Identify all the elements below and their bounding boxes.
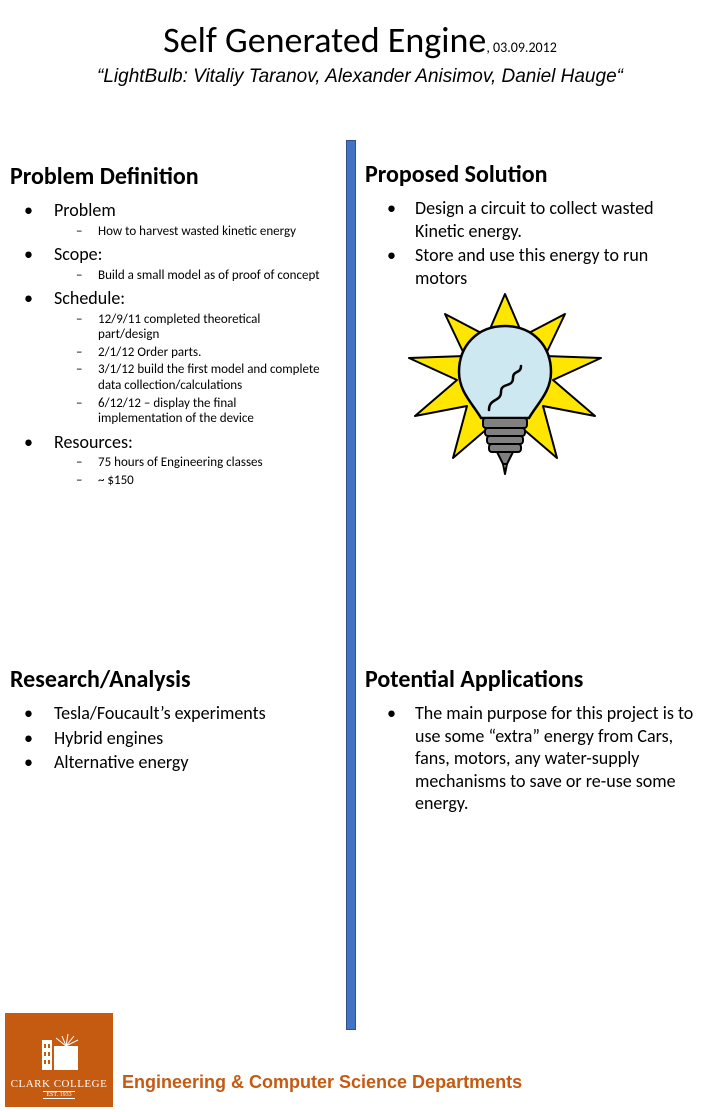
solution-item: Design a circuit to collect wasted Kinet… [365,197,695,242]
research-item: Alternative energy [10,751,320,774]
solution-list: Design a circuit to collect wasted Kinet… [365,197,695,289]
problem-item-label: Problem [54,199,116,221]
section-research-analysis: Research/Analysis Tesla/Foucault’s exper… [10,665,320,776]
problem-sub-item: Build a small model as of proof of conce… [54,268,320,284]
problem-sub-item: 6/12/12 – display the final implementati… [54,396,320,427]
college-logo: CLARK COLLEGE EST. 1933 [5,1013,113,1107]
vertical-divider [346,140,356,1030]
header: Self Generated Engine, 03.09.2012 “Light… [0,0,720,88]
problem-sub-item: 2/1/12 Order parts. [54,345,320,361]
section-potential-applications: Potential Applications The main purpose … [365,665,695,817]
problem-list: Problem How to harvest wasted kinetic en… [10,199,320,489]
section-title-research: Research/Analysis [10,665,320,694]
section-problem-definition: Problem Definition Problem How to harves… [10,162,320,493]
problem-item: Schedule: 12/9/11 completed theoretical … [10,287,320,427]
section-title-problem: Problem Definition [10,162,320,191]
section-proposed-solution: Proposed Solution Design a circuit to co… [365,160,695,291]
section-title-applications: Potential Applications [365,665,695,694]
problem-sub-item: How to harvest wasted kinetic energy [54,224,320,240]
building-icon [36,1030,82,1074]
lightbulb-graphic [395,286,615,496]
research-list: Tesla/Foucault’s experiments Hybrid engi… [10,702,320,774]
research-item: Hybrid engines [10,727,320,750]
applications-list: The main purpose for this project is to … [365,702,695,815]
section-title-solution: Proposed Solution [365,160,695,189]
problem-item: Problem How to harvest wasted kinetic en… [10,199,320,239]
problem-item-label: Resources: [54,431,133,453]
problem-item-label: Schedule: [54,287,125,309]
subtitle: “LightBulb: Vitaliy Taranov, Alexander A… [0,66,720,88]
problem-item: Scope: Build a small model as of proof o… [10,243,320,283]
problem-sub-item: 3/1/12 build the first model and complet… [54,362,320,393]
problem-item-label: Scope: [54,243,102,265]
applications-item: The main purpose for this project is to … [365,702,695,815]
solution-item: Store and use this energy to run motors [365,244,695,289]
lightbulb-icon [395,286,615,496]
title-line: Self Generated Engine, 03.09.2012 [0,18,720,62]
college-est: EST. 1933 [43,1091,74,1099]
title-date: , 03.09.2012 [486,39,557,56]
problem-sub-item: 75 hours of Engineering classes [54,455,320,471]
college-name: CLARK COLLEGE [11,1078,108,1090]
page-title: Self Generated Engine [163,18,486,62]
department-label: Engineering & Computer Science Departmen… [122,1072,522,1093]
problem-item: Resources: 75 hours of Engineering class… [10,431,320,489]
research-item: Tesla/Foucault’s experiments [10,702,320,725]
problem-sub-item: ~ $150 [54,473,320,489]
problem-sub-item: 12/9/11 completed theoretical part/desig… [54,312,320,343]
